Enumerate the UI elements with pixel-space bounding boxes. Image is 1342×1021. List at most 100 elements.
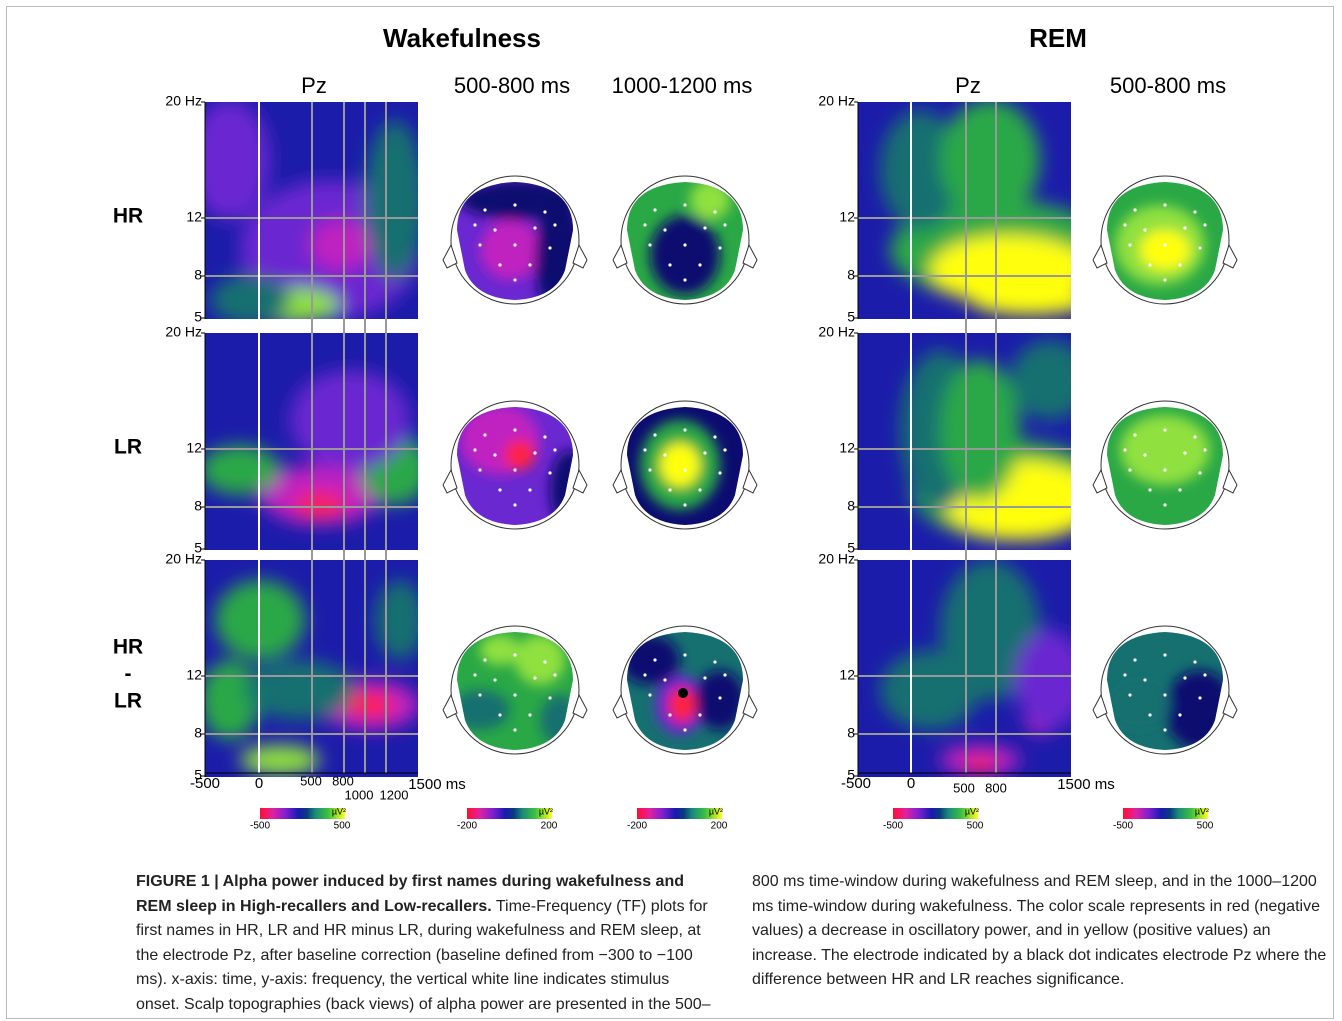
topo-blob	[1120, 415, 1210, 485]
colorbar-label: 200	[711, 821, 728, 832]
electrode	[683, 203, 686, 206]
electrode	[533, 676, 536, 679]
electrode	[668, 263, 671, 266]
electrode	[653, 658, 656, 661]
electrode	[543, 435, 546, 438]
electrode	[1198, 471, 1201, 474]
electrode	[473, 673, 476, 676]
electrode	[1123, 223, 1126, 226]
topography	[445, 395, 590, 535]
electrode	[1143, 453, 1146, 456]
heatmap-blob	[970, 285, 1090, 315]
electrode	[513, 243, 516, 246]
electrode	[1143, 678, 1146, 681]
electrode	[548, 471, 551, 474]
electrode	[1163, 468, 1166, 471]
electrode	[1178, 488, 1181, 491]
electrode	[1193, 210, 1196, 213]
column-header: 500-800 ms	[1110, 73, 1226, 98]
electrode	[698, 263, 701, 266]
colorbar-unit: µV²	[709, 806, 723, 816]
page: { "wakefulness": {"title": "Wakefulness"…	[0, 0, 1342, 1021]
caption: FIGURE 1 | Alpha power induced by first …	[136, 870, 1332, 1018]
electrode	[513, 203, 516, 206]
electrode	[1198, 246, 1201, 249]
electrode	[1163, 243, 1166, 246]
y-tick-label: 20 Hz	[165, 551, 202, 567]
topography	[615, 395, 755, 535]
electrode	[478, 468, 481, 471]
electrode	[513, 503, 516, 506]
electrode	[513, 653, 516, 656]
heatmap-blob	[200, 445, 280, 495]
electrode	[1178, 713, 1181, 716]
colorbar-label: -500	[883, 821, 903, 832]
electrode	[1203, 223, 1206, 226]
topography	[445, 620, 585, 760]
electrode	[513, 693, 516, 696]
y-tick-label: 8	[194, 498, 202, 514]
electrode	[533, 451, 536, 454]
row-label: LR	[114, 436, 142, 459]
column-header: Pz	[301, 73, 327, 98]
caption-text: Time-Frequency (TF) plots for first name…	[136, 873, 1326, 1013]
electrode	[513, 428, 516, 431]
y-tick-label: 8	[847, 725, 855, 741]
topo-blob	[540, 695, 580, 745]
colorbar-unit: µV²	[965, 806, 979, 816]
electrode	[1128, 693, 1131, 696]
electrode	[1163, 728, 1166, 731]
electrode	[1163, 278, 1166, 281]
topo-blob	[1140, 230, 1190, 270]
heatmap-blob	[290, 370, 410, 470]
heatmap-blob	[240, 745, 320, 775]
x-tick-label: 1500 ms	[1057, 776, 1115, 793]
heatmap-blob	[1010, 340, 1090, 420]
electrode	[1128, 468, 1131, 471]
electrode	[713, 435, 716, 438]
electrode	[553, 223, 556, 226]
x-tick-label: 800	[985, 780, 1007, 795]
electrode	[723, 223, 726, 226]
electrode-significant	[678, 688, 688, 698]
heatmap-blob	[365, 120, 425, 280]
column-header: 500-800 ms	[454, 73, 570, 98]
electrode	[703, 451, 706, 454]
heatmap-blob	[295, 493, 345, 517]
electrode	[1133, 208, 1136, 211]
electrode	[663, 453, 666, 456]
electrode	[473, 223, 476, 226]
electrode	[663, 228, 666, 231]
electrode	[513, 468, 516, 471]
electrode	[1203, 673, 1206, 676]
electrode	[648, 243, 651, 246]
electrode	[723, 673, 726, 676]
heatmap-blob	[310, 220, 370, 270]
electrode	[543, 210, 546, 213]
colorbar-unit: µV²	[539, 806, 553, 816]
x-tick-label: 0	[255, 775, 263, 792]
electrode	[528, 263, 531, 266]
electrode	[1163, 653, 1166, 656]
blur-group	[1120, 415, 1210, 485]
electrode	[1198, 696, 1201, 699]
y-tick-label: 5	[847, 309, 855, 325]
electrode	[548, 696, 551, 699]
y-tick-label: 5	[194, 309, 202, 325]
electrode	[683, 278, 686, 281]
electrode	[1123, 448, 1126, 451]
section-title: Wakefulness	[383, 23, 541, 53]
blur-group	[640, 420, 720, 510]
electrode	[683, 468, 686, 471]
x-tick-label: 800	[332, 773, 354, 788]
electrode	[483, 433, 486, 436]
heatmap-blob	[940, 100, 1040, 220]
electrode	[648, 693, 651, 696]
electrode	[493, 453, 496, 456]
electrode	[1163, 693, 1166, 696]
electrode	[683, 728, 686, 731]
electrode	[718, 696, 721, 699]
electrode	[553, 448, 556, 451]
row-label: LR	[114, 690, 142, 713]
colorbar-label: -200	[627, 821, 647, 832]
